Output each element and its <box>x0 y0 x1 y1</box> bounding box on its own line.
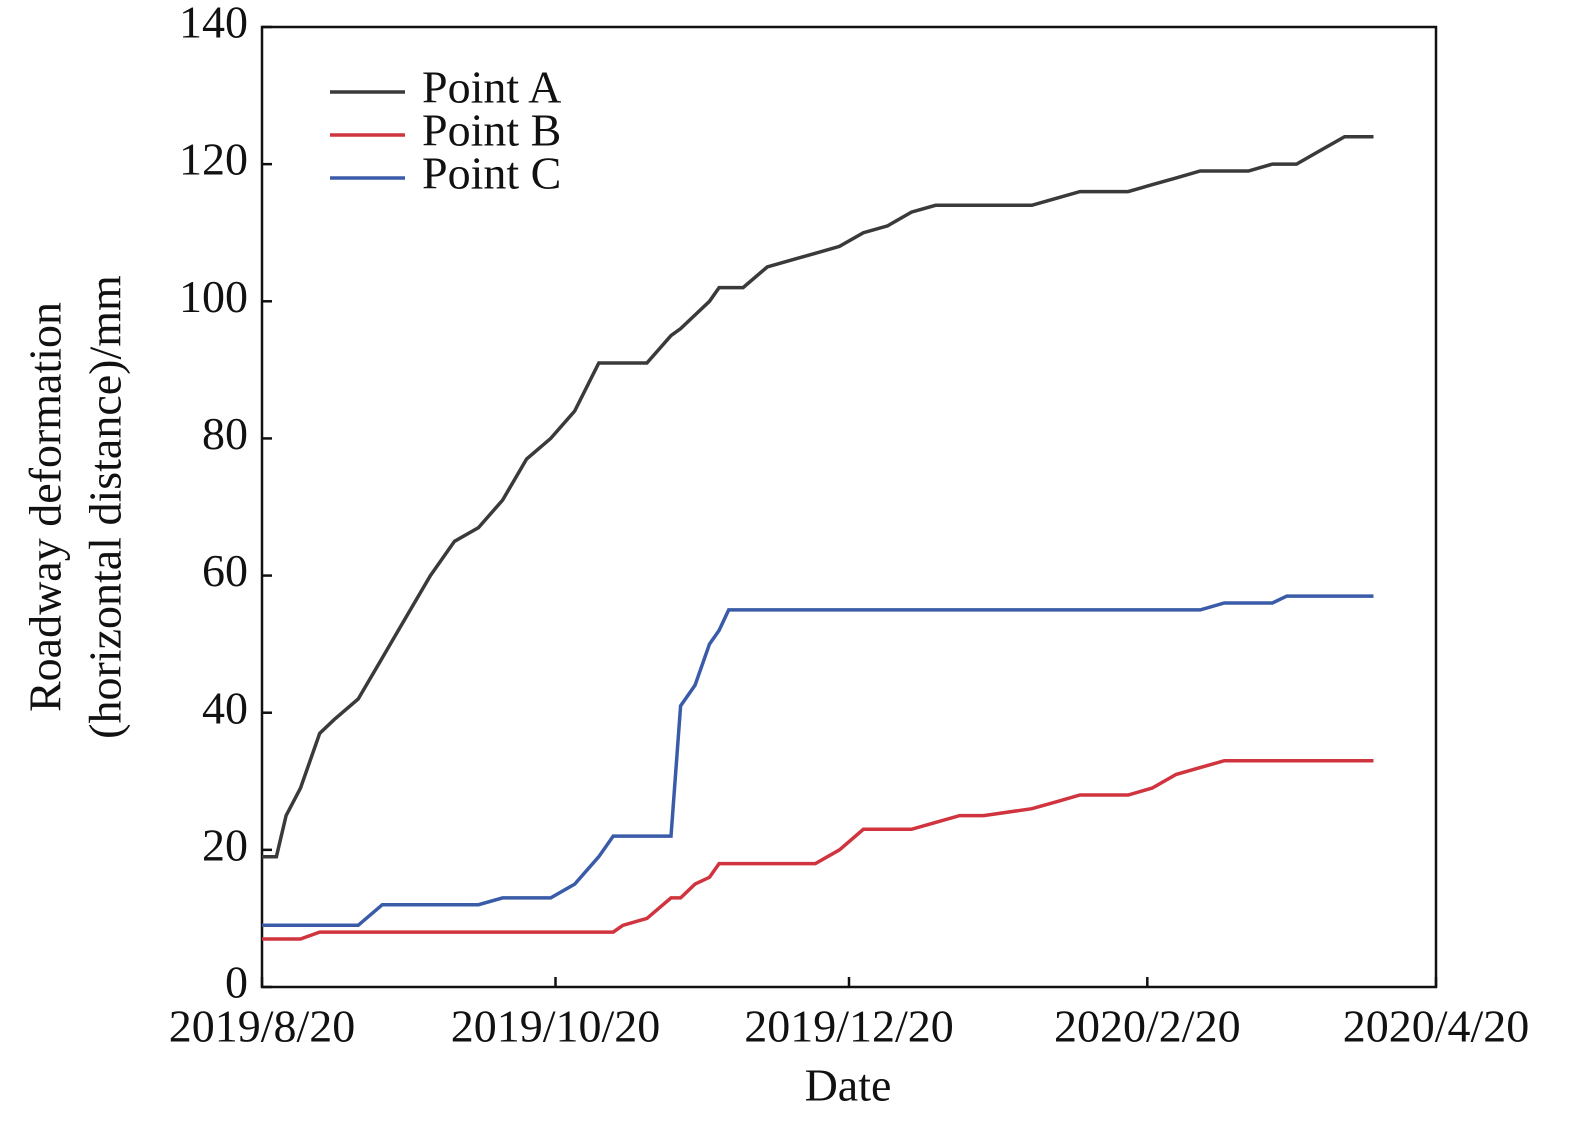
y-tick-label: 120 <box>179 134 248 185</box>
x-tick-label: 2020/2/20 <box>1054 1001 1241 1052</box>
x-tick-label: 2019/12/20 <box>744 1001 954 1052</box>
x-tick-label: 2019/8/20 <box>169 1001 356 1052</box>
y-axis-label: Roadway deformation <box>20 302 71 712</box>
y-tick-label: 80 <box>202 408 248 459</box>
y-tick-label: 20 <box>202 819 248 870</box>
data-line <box>262 758 1374 941</box>
x-tick-label: 2020/4/20 <box>1343 1001 1530 1052</box>
y-tick-label: 100 <box>179 271 248 322</box>
y-tick-label: 40 <box>202 682 248 733</box>
x-axis-label: Date <box>805 1060 892 1111</box>
legend-label: Point B <box>422 105 561 156</box>
data-line <box>262 134 1374 859</box>
y-axis-label: (horizontal distance)/mm <box>80 275 131 739</box>
legend-label: Point C <box>422 148 561 199</box>
data-line <box>262 594 1374 928</box>
x-tick-label: 2019/10/20 <box>451 1001 661 1052</box>
y-tick-label: 140 <box>179 0 248 48</box>
legend-label: Point A <box>422 62 561 113</box>
y-tick-label: 0 <box>225 957 248 1008</box>
y-tick-label: 60 <box>202 545 248 596</box>
